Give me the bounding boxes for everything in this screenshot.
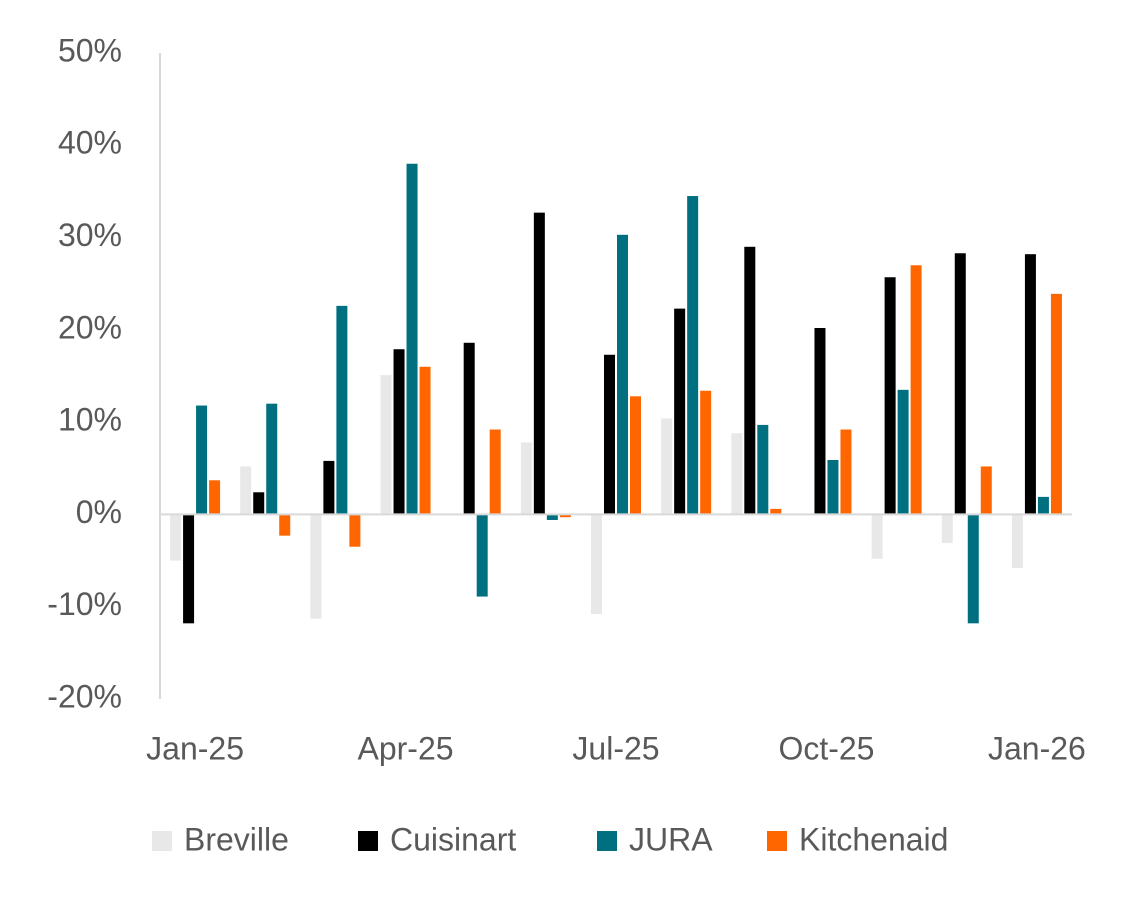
bar xyxy=(393,349,405,515)
x-tick-label: Jul-25 xyxy=(572,730,659,766)
bar xyxy=(196,405,208,515)
bar xyxy=(489,429,501,515)
bar xyxy=(1011,514,1023,568)
x-tick-label: Apr-25 xyxy=(358,730,454,766)
bar xyxy=(546,514,558,520)
y-tick-label: 40% xyxy=(58,125,122,161)
bar xyxy=(731,433,743,515)
bar xyxy=(674,308,686,515)
bar xyxy=(349,514,361,547)
bar xyxy=(630,396,641,515)
x-tick-label: Jan-25 xyxy=(146,730,244,766)
bar xyxy=(266,403,278,515)
bar xyxy=(744,246,756,515)
legend-swatch xyxy=(358,831,378,851)
bar xyxy=(1024,254,1036,515)
bar xyxy=(336,305,348,515)
bar xyxy=(253,492,265,515)
bar xyxy=(941,514,953,544)
legend-label: Breville xyxy=(184,821,289,857)
bar xyxy=(1050,293,1062,515)
bar xyxy=(533,212,545,515)
bar xyxy=(967,514,979,624)
legend-swatch xyxy=(597,831,617,851)
bar xyxy=(687,196,699,515)
y-tick-label: 30% xyxy=(58,217,122,253)
bar xyxy=(406,163,418,515)
y-tick-label: -20% xyxy=(47,678,122,714)
bar xyxy=(380,375,392,515)
bar xyxy=(279,514,291,536)
bar xyxy=(419,366,431,515)
y-tick-label: 20% xyxy=(58,309,122,345)
bar xyxy=(209,480,221,515)
bar xyxy=(840,429,852,515)
bar xyxy=(559,514,571,518)
legend-label: Cuisinart xyxy=(390,821,516,857)
y-tick-label: 0% xyxy=(76,494,122,530)
bar xyxy=(661,418,673,515)
bar xyxy=(871,514,883,559)
bar xyxy=(757,424,769,515)
bar xyxy=(476,514,488,597)
bar xyxy=(183,514,195,624)
bar xyxy=(884,277,896,515)
bar xyxy=(520,442,532,515)
bar xyxy=(240,466,252,515)
bar xyxy=(980,466,992,515)
legend-label: Kitchenaid xyxy=(799,821,948,857)
bar xyxy=(897,389,909,515)
bar xyxy=(700,390,712,515)
bar xyxy=(770,508,782,515)
bar xyxy=(463,342,475,515)
bar xyxy=(604,354,615,515)
bar xyxy=(170,514,182,561)
bar xyxy=(954,253,966,515)
legend-swatch xyxy=(767,831,787,851)
bar xyxy=(323,460,335,515)
bar xyxy=(827,459,839,515)
bar xyxy=(814,328,826,515)
bar xyxy=(1037,496,1049,515)
y-tick-label: 50% xyxy=(58,32,122,68)
bar xyxy=(310,514,322,619)
x-tick-label: Jan-26 xyxy=(988,730,1086,766)
x-tick-label: Oct-25 xyxy=(778,730,874,766)
y-tick-label: 10% xyxy=(58,402,122,438)
bar xyxy=(910,265,922,515)
y-tick-label: -10% xyxy=(47,586,122,622)
bar xyxy=(617,234,628,515)
legend-swatch xyxy=(152,831,172,851)
bar xyxy=(591,514,602,615)
legend-label: JURA xyxy=(629,821,713,857)
